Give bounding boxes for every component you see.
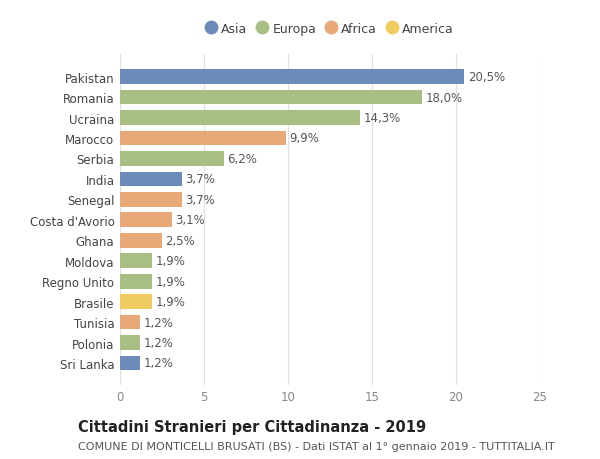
Text: 3,7%: 3,7% bbox=[185, 193, 215, 207]
Bar bbox=[120, 70, 464, 85]
Bar bbox=[120, 336, 140, 350]
Text: 3,7%: 3,7% bbox=[185, 173, 215, 186]
Text: 20,5%: 20,5% bbox=[468, 71, 505, 84]
Bar bbox=[120, 254, 152, 269]
Bar bbox=[120, 356, 140, 370]
Text: 1,2%: 1,2% bbox=[143, 357, 173, 369]
Text: 18,0%: 18,0% bbox=[426, 91, 463, 104]
Text: Cittadini Stranieri per Cittadinanza - 2019: Cittadini Stranieri per Cittadinanza - 2… bbox=[78, 419, 426, 434]
Text: 2,5%: 2,5% bbox=[166, 234, 195, 247]
Bar bbox=[120, 233, 162, 248]
Text: 1,9%: 1,9% bbox=[155, 275, 185, 288]
Bar bbox=[120, 111, 360, 126]
Bar bbox=[120, 315, 140, 330]
Text: 1,2%: 1,2% bbox=[143, 336, 173, 349]
Bar bbox=[120, 213, 172, 228]
Text: COMUNE DI MONTICELLI BRUSATI (BS) - Dati ISTAT al 1° gennaio 2019 - TUTTITALIA.I: COMUNE DI MONTICELLI BRUSATI (BS) - Dati… bbox=[78, 441, 555, 451]
Legend: Asia, Europa, Africa, America: Asia, Europa, Africa, America bbox=[201, 18, 459, 41]
Bar bbox=[120, 172, 182, 187]
Text: 1,2%: 1,2% bbox=[143, 316, 173, 329]
Text: 6,2%: 6,2% bbox=[227, 152, 257, 166]
Text: 3,1%: 3,1% bbox=[175, 214, 205, 227]
Text: 14,3%: 14,3% bbox=[364, 112, 401, 125]
Bar bbox=[120, 152, 224, 167]
Text: 1,9%: 1,9% bbox=[155, 255, 185, 268]
Bar bbox=[120, 274, 152, 289]
Bar bbox=[120, 131, 286, 146]
Bar bbox=[120, 193, 182, 207]
Text: 9,9%: 9,9% bbox=[290, 132, 320, 145]
Bar bbox=[120, 295, 152, 309]
Text: 1,9%: 1,9% bbox=[155, 296, 185, 308]
Bar bbox=[120, 90, 422, 105]
